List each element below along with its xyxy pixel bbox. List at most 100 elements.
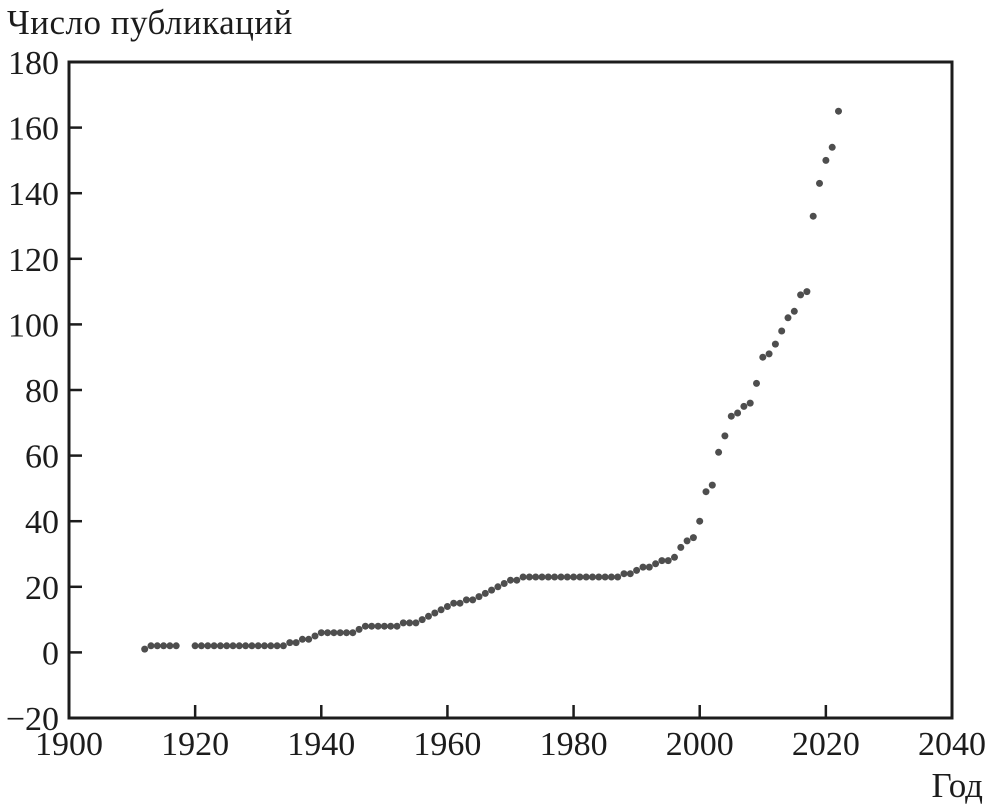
y-tick-label: 40 <box>25 504 59 541</box>
data-point <box>683 537 691 545</box>
x-tick-label: 2040 <box>918 726 986 763</box>
data-point <box>216 642 224 650</box>
data-point <box>835 107 842 115</box>
y-tick-label: −20 <box>6 701 59 738</box>
data-point <box>431 609 439 617</box>
data-point <box>589 573 596 581</box>
data-point <box>538 573 546 581</box>
data-point <box>715 448 723 456</box>
data-point <box>708 481 716 489</box>
x-tick-label: 2020 <box>792 726 860 763</box>
data-point <box>141 645 149 653</box>
data-point <box>317 629 325 637</box>
data-point <box>450 599 458 607</box>
data-point <box>620 570 628 578</box>
x-tick-label: 1900 <box>35 726 103 763</box>
y-tick-label: 80 <box>25 373 59 410</box>
data-point <box>633 566 641 574</box>
y-tick-label: 20 <box>25 570 59 607</box>
data-point <box>525 573 533 581</box>
data-point <box>229 642 237 650</box>
data-point <box>557 573 565 581</box>
data-point <box>462 596 470 604</box>
data-point <box>595 573 603 581</box>
data-point <box>298 635 306 643</box>
x-tick-label: 2000 <box>666 726 734 763</box>
data-point <box>816 179 823 187</box>
data-point <box>279 642 287 650</box>
data-point <box>790 307 798 315</box>
data-point <box>311 632 319 640</box>
data-point <box>197 642 205 650</box>
data-point <box>696 517 704 525</box>
chart-title: Число публикаций <box>7 3 293 42</box>
data-point <box>254 642 262 650</box>
data-point <box>607 573 615 581</box>
data-point <box>481 589 489 597</box>
data-point <box>488 586 496 594</box>
data-point <box>380 622 388 630</box>
y-tick-label: 0 <box>42 635 59 672</box>
data-point <box>418 616 426 624</box>
data-point <box>563 573 571 581</box>
data-point <box>286 639 294 647</box>
data-point <box>734 409 742 417</box>
data-point <box>677 543 685 551</box>
data-point <box>324 629 332 637</box>
data-point <box>387 622 395 630</box>
data-point <box>172 642 180 650</box>
data-point <box>809 212 817 220</box>
data-point <box>494 583 502 591</box>
data-point <box>223 642 231 650</box>
data-point <box>759 353 767 361</box>
data-point <box>349 629 357 637</box>
data-point <box>771 340 779 348</box>
data-point <box>412 619 420 627</box>
data-point <box>614 573 622 581</box>
x-axis-label: Год <box>931 766 983 805</box>
x-tick-label: 1920 <box>161 726 229 763</box>
data-point <box>551 573 559 581</box>
data-point <box>355 625 363 633</box>
data-point <box>443 603 451 610</box>
data-point <box>519 573 527 581</box>
data-point <box>784 314 792 322</box>
data-point <box>210 642 218 650</box>
data-point <box>570 573 578 581</box>
y-tick-label: 60 <box>25 439 59 476</box>
data-point <box>399 619 407 627</box>
data-point <box>330 629 338 637</box>
data-point <box>803 288 811 296</box>
data-point <box>469 596 477 604</box>
data-point <box>797 291 805 299</box>
data-point <box>261 642 268 650</box>
data-point <box>204 642 212 650</box>
x-tick-label: 1940 <box>287 726 355 763</box>
data-point <box>393 622 401 630</box>
data-point <box>336 629 344 637</box>
y-tick-label: 180 <box>8 45 59 82</box>
x-tick-label: 1980 <box>540 726 608 763</box>
y-tick-label: 160 <box>8 111 59 148</box>
data-point <box>671 553 678 561</box>
data-point <box>292 639 300 647</box>
data-point <box>727 412 735 420</box>
data-point <box>267 642 275 650</box>
data-point <box>406 619 414 627</box>
data-point <box>147 642 155 650</box>
data-point <box>544 573 552 581</box>
data-point <box>153 642 161 650</box>
data-point <box>740 402 748 410</box>
data-point <box>273 642 281 650</box>
data-point <box>664 557 672 565</box>
data-point <box>374 622 382 630</box>
data-point <box>513 576 521 584</box>
data-point <box>746 399 754 407</box>
data-point <box>160 642 168 650</box>
data-point <box>368 622 376 630</box>
data-point <box>639 563 647 571</box>
data-point <box>721 432 729 440</box>
data-point <box>507 576 514 584</box>
data-point <box>191 642 199 650</box>
